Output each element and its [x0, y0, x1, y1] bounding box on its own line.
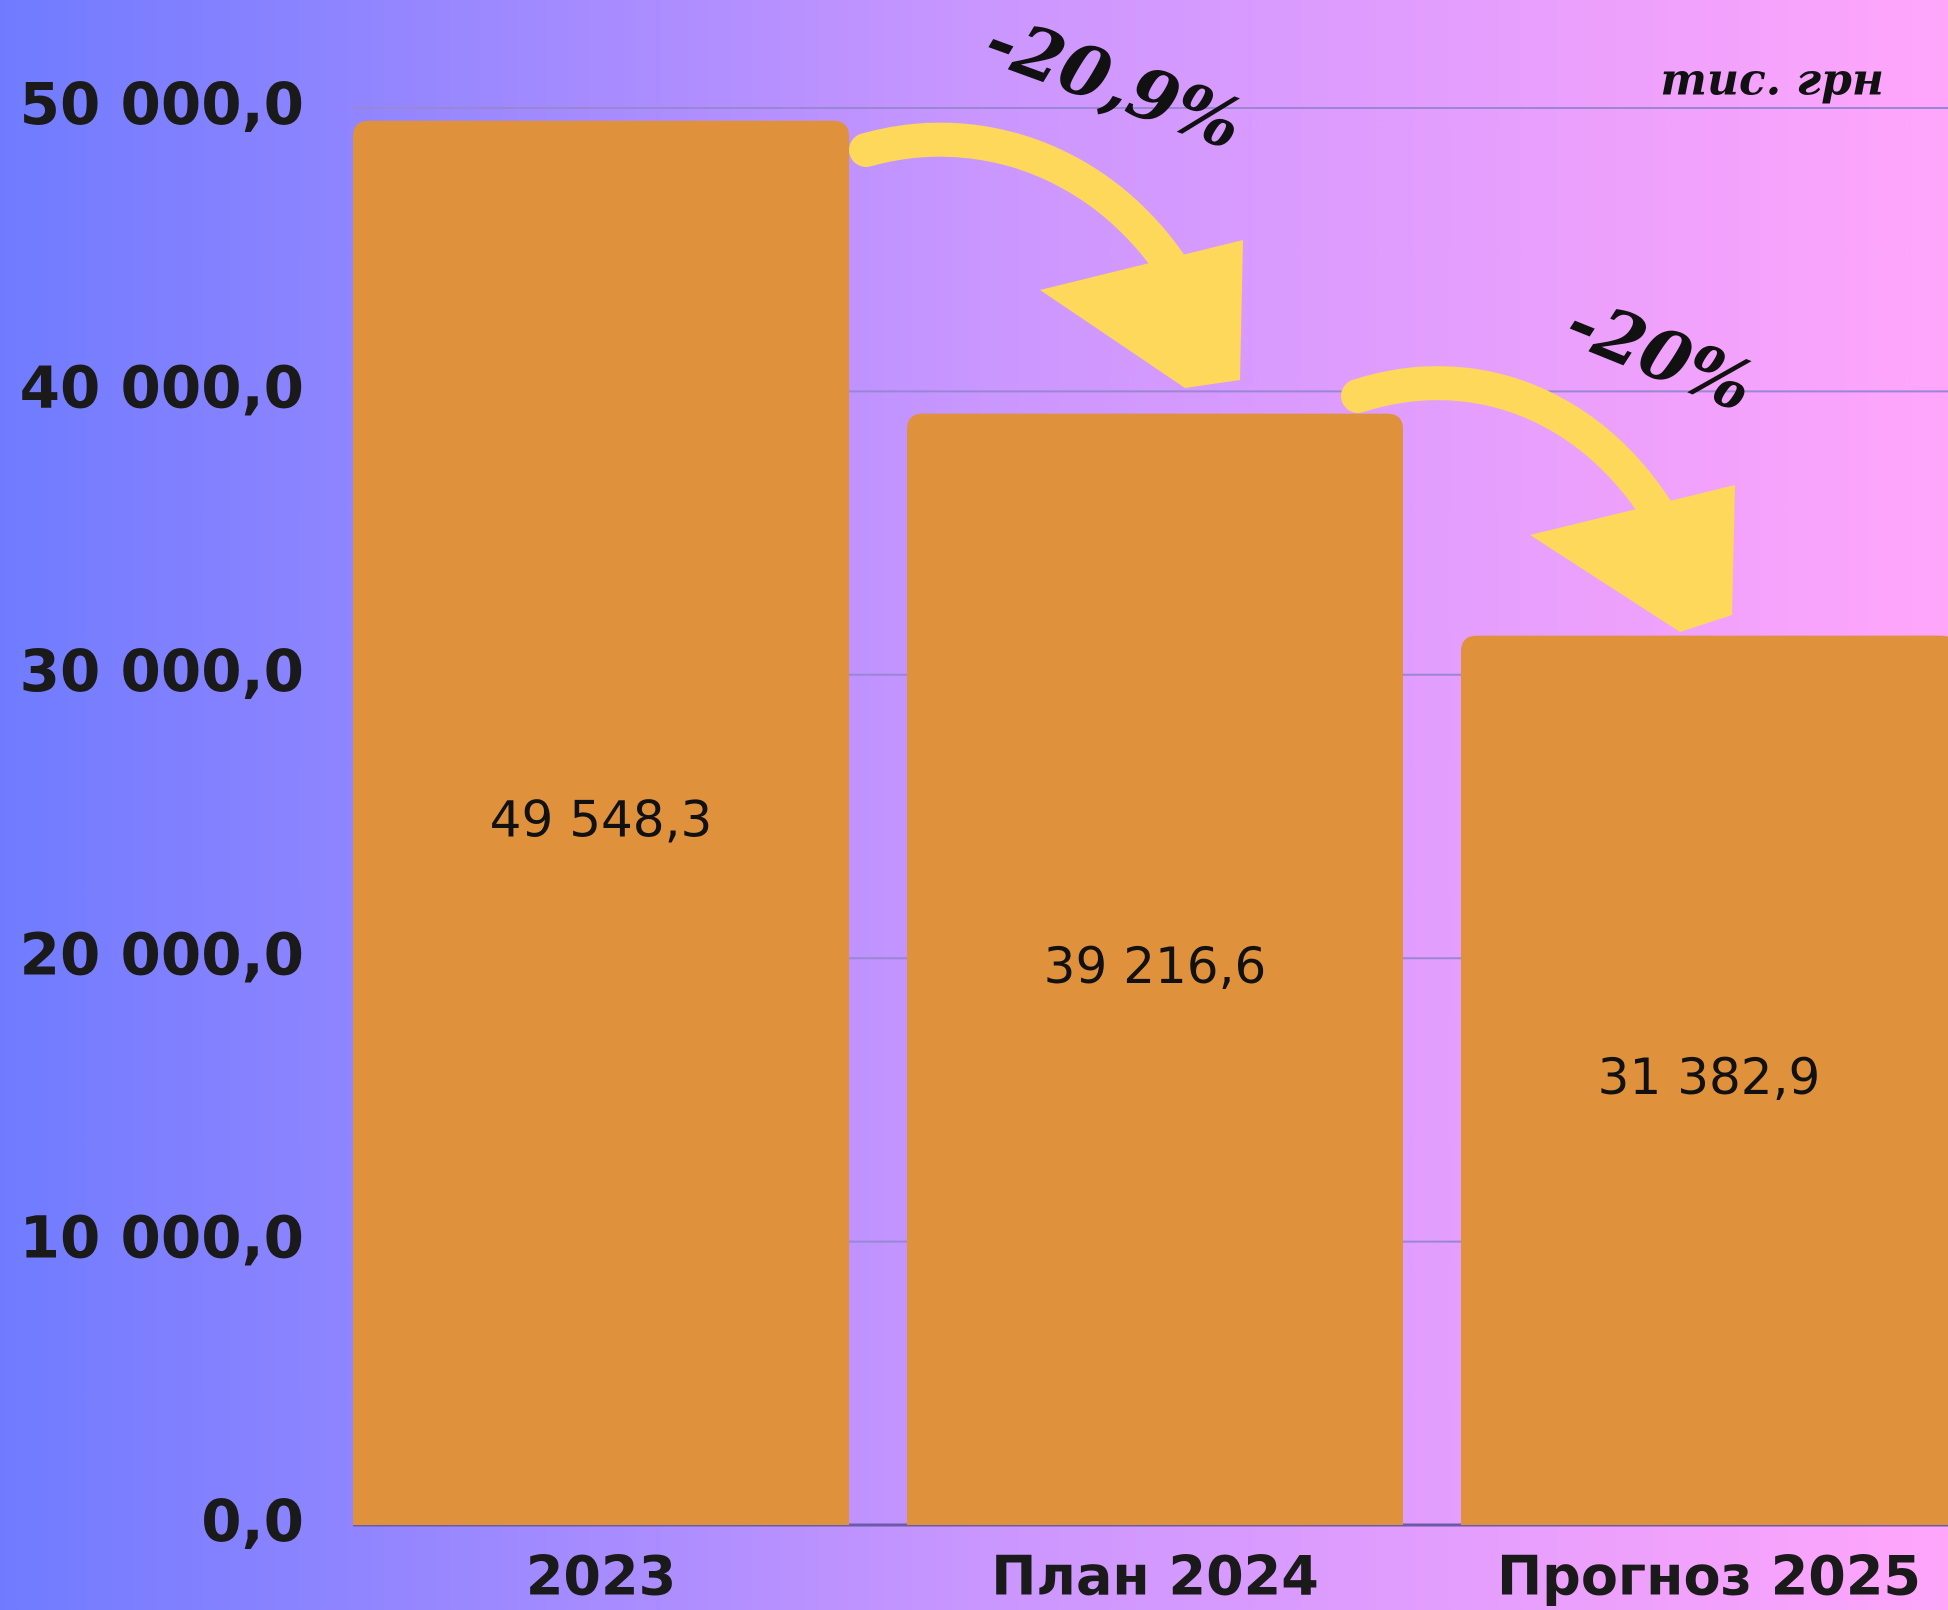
x-tick-label: План 2024 — [991, 1545, 1319, 1608]
unit-label: тис. грн — [1660, 55, 1884, 106]
bar — [907, 413, 1403, 1525]
value-label: 49 548,3 — [490, 790, 713, 848]
y-tick-label: 10 000,0 — [20, 1204, 304, 1272]
y-tick-label: 30 000,0 — [20, 637, 304, 705]
x-tick-label: Прогноз 2025 — [1497, 1545, 1921, 1608]
value-label: 39 216,6 — [1044, 937, 1267, 995]
y-tick-label: 50 000,0 — [20, 70, 304, 138]
arrow-head — [1530, 485, 1735, 632]
y-tick-label: 40 000,0 — [20, 354, 304, 422]
y-tick-label: 20 000,0 — [20, 920, 304, 988]
bar — [353, 120, 849, 1526]
y-tick-label: 0,0 — [201, 1487, 304, 1555]
bars — [353, 120, 1948, 1526]
value-label: 31 382,9 — [1598, 1048, 1821, 1106]
x-tick-label: 2023 — [526, 1545, 676, 1608]
bar — [1461, 635, 1948, 1525]
arrow-head — [1040, 240, 1243, 388]
